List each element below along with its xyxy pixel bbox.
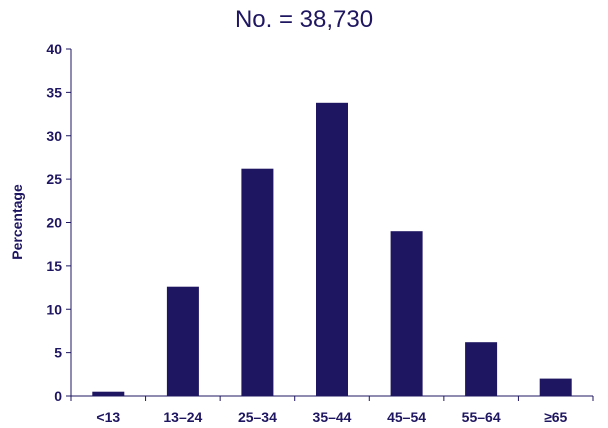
x-tick-label: <13 [96, 409, 120, 425]
y-tick-label: 5 [54, 345, 62, 361]
x-tick-label: 45–54 [387, 409, 426, 425]
bars-layer [92, 102, 572, 397]
bar [465, 342, 498, 396]
x-tick-label: 35–44 [313, 409, 352, 425]
y-tick-label: 15 [46, 258, 62, 274]
y-tick-label: 40 [46, 41, 62, 57]
bar [539, 378, 572, 396]
y-tick-label: 25 [46, 171, 62, 187]
y-axis-title: Percentage [9, 184, 25, 260]
y-tick-label: 20 [46, 215, 62, 231]
y-tick-label: 10 [46, 301, 62, 317]
x-tick-label: ≥65 [544, 409, 567, 425]
bar [390, 231, 423, 396]
y-tick-label: 35 [46, 84, 62, 100]
y-tick-label: 0 [54, 388, 62, 404]
chart-title: No. = 38,730 [234, 6, 374, 33]
x-tick-label: 13–24 [163, 409, 202, 425]
axes-layer: 0 5 10 15 20 25 30 35 40 <13 13–24 25–34 35–44 45–54 5… [46, 41, 594, 425]
bar [316, 102, 348, 397]
bar [241, 168, 274, 396]
x-tick-label: 55–64 [462, 409, 501, 425]
x-tick-label: 25–34 [238, 409, 277, 425]
bar [166, 286, 199, 396]
bar [92, 391, 125, 396]
y-tick-label: 30 [46, 128, 62, 144]
